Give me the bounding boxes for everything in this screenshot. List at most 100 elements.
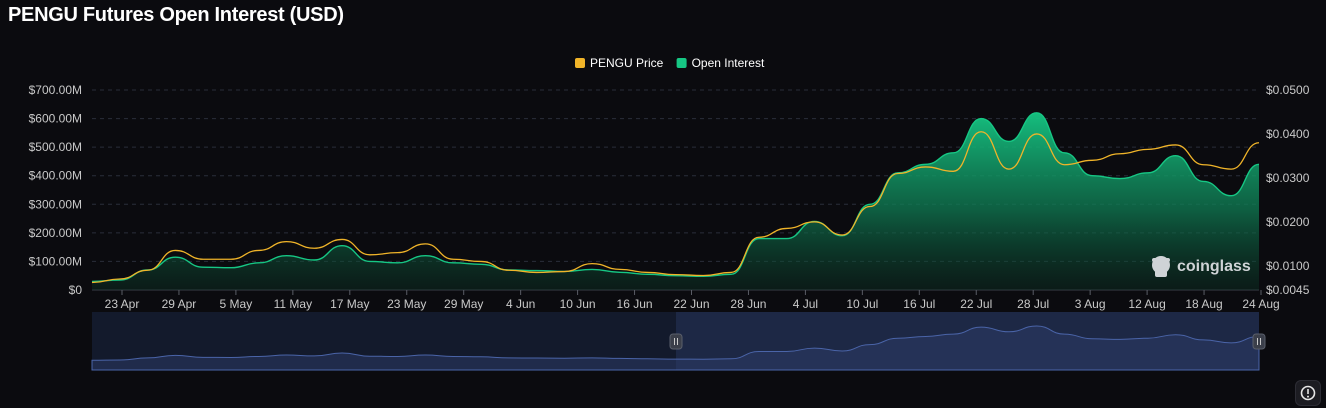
open-interest-point <box>1091 175 1093 177</box>
legend-swatch <box>575 58 585 68</box>
open-interest-series <box>91 112 1260 290</box>
open-interest-point <box>869 203 871 205</box>
pengu-price-point <box>785 227 787 229</box>
x-tick-label: 4 Jul <box>793 297 818 311</box>
legend-label: Open Interest <box>692 56 765 70</box>
right-tick-label: $0.0300 <box>1266 171 1310 185</box>
x-tick-label: 22 Jun <box>673 297 709 311</box>
pengu-price-point <box>1147 148 1149 150</box>
pengu-price-point <box>396 251 398 253</box>
x-axis: 23 Apr 29 Apr 5 May 11 May 17 May 23 May 29 Ma… <box>105 290 1280 311</box>
chart-title: PENGU Futures Open Interest (USD) <box>8 4 344 26</box>
open-interest-point <box>924 163 926 165</box>
left-tick-label: $0 <box>69 283 83 297</box>
open-interest-point <box>1008 140 1010 142</box>
open-interest-area <box>92 112 1259 290</box>
pengu-price-point <box>869 205 871 207</box>
open-interest-line <box>91 112 1260 283</box>
pengu-price-point <box>813 221 815 223</box>
pengu-price-point <box>119 278 121 280</box>
x-tick-label: 17 May <box>330 297 369 311</box>
pengu-price-point <box>1202 164 1204 166</box>
navigator-handle-right[interactable] <box>1252 333 1266 350</box>
left-tick-label: $100.00M <box>29 254 82 268</box>
x-tick-label: 28 Jul <box>1017 297 1049 311</box>
left-tick-label: $700.00M <box>29 83 82 97</box>
pengu-price-point <box>591 262 593 264</box>
right-y-axis: $0.0045 $0.0100 $0.0200 $0.0300 $0.0400 $0.05… <box>1266 83 1310 297</box>
x-tick-label: 24 Aug <box>1242 297 1279 311</box>
pengu-price-point <box>1230 168 1232 170</box>
left-y-axis: $0 $100.00M $200.00M $300.00M $400.00M $500.0… <box>29 83 83 297</box>
open-interest-point <box>1258 163 1260 165</box>
pengu-price-point <box>424 243 426 245</box>
open-interest-point <box>341 245 343 247</box>
left-tick-label: $300.00M <box>29 197 82 211</box>
x-tick-label: 16 Jul <box>903 297 935 311</box>
x-tick-label: 28 Jun <box>730 297 766 311</box>
open-interest-point <box>1063 152 1065 154</box>
x-tick-label: 23 May <box>387 297 426 311</box>
navigator[interactable] <box>91 312 1266 371</box>
open-interest-point <box>952 152 954 154</box>
navigator-area <box>91 325 1260 371</box>
pengu-price-point <box>91 281 93 283</box>
pengu-price-point <box>285 240 287 242</box>
left-tick-label: $600.00M <box>29 112 82 126</box>
pengu-price-point <box>674 273 676 275</box>
x-tick-label: 5 May <box>220 297 253 311</box>
chart-legend: PENGU Price Open Interest <box>575 56 765 70</box>
open-interest-point <box>230 267 232 269</box>
settings-button[interactable] <box>1295 380 1321 406</box>
open-interest-point <box>1202 180 1204 182</box>
open-interest-point <box>258 262 260 264</box>
pengu-price-point <box>202 258 204 260</box>
pengu-price-point <box>508 269 510 271</box>
x-tick-label: 10 Jul <box>846 297 878 311</box>
pengu-price-point <box>1174 144 1176 146</box>
pengu-price-point <box>841 234 843 236</box>
x-tick-label: 12 Aug <box>1128 297 1165 311</box>
pengu-price-line <box>91 131 1260 284</box>
x-tick-label: 18 Aug <box>1185 297 1222 311</box>
open-interest-point <box>202 266 204 268</box>
open-interest-point <box>980 117 982 119</box>
pengu-price-point <box>1036 133 1038 135</box>
pengu-price-point <box>341 238 343 240</box>
right-tick-label: $0.0500 <box>1266 83 1310 97</box>
pengu-price-point <box>897 172 899 174</box>
open-interest-point <box>619 271 621 273</box>
open-interest-point <box>1119 177 1121 179</box>
open-interest-point <box>1230 195 1232 197</box>
open-interest-point <box>285 255 287 257</box>
x-tick-label: 29 Apr <box>162 297 197 311</box>
legend-swatch <box>676 58 687 68</box>
pengu-price-point <box>452 258 454 260</box>
x-tick-label: 10 Jun <box>560 297 596 311</box>
pengu-price-point <box>1008 168 1010 170</box>
open-interest-point <box>1174 155 1176 157</box>
x-tick-label: 4 Jun <box>506 297 535 311</box>
left-tick-label: $200.00M <box>29 226 82 240</box>
left-tick-label: $400.00M <box>29 169 82 183</box>
pengu-price-point <box>702 274 704 276</box>
x-tick-label: 16 Jun <box>617 297 653 311</box>
open-interest-point <box>313 259 315 261</box>
open-interest-point <box>452 262 454 264</box>
right-tick-label: $0.0400 <box>1266 127 1310 141</box>
x-tick-label: 22 Jul <box>960 297 992 311</box>
pengu-price-point <box>1119 153 1121 155</box>
pengu-price-point <box>980 131 982 133</box>
pengu-price-point <box>952 170 954 172</box>
x-tick-label: 23 Apr <box>105 297 140 311</box>
pengu-price-point <box>924 166 926 168</box>
settings-icon <box>1300 385 1316 401</box>
pengu-price-point <box>258 249 260 251</box>
pengu-price-point <box>1063 164 1065 166</box>
pengu-price-point <box>313 247 315 249</box>
coinglass-logo-icon <box>1152 256 1170 277</box>
navigator-handle-left[interactable] <box>669 333 683 350</box>
right-tick-label: $0.0200 <box>1266 215 1310 229</box>
x-tick-label: 3 Aug <box>1075 297 1106 311</box>
